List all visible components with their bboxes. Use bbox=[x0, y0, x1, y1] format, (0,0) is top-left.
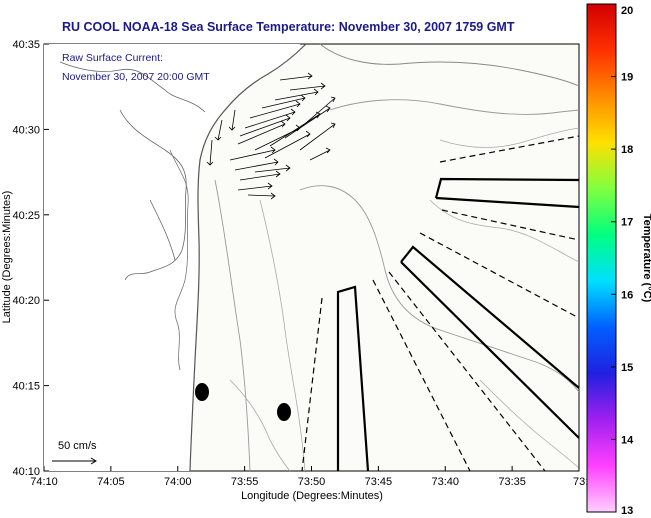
buoy-marker bbox=[195, 383, 209, 401]
x-tick-label: 73:35 bbox=[498, 476, 526, 488]
scale-label: 50 cm/s bbox=[58, 440, 97, 452]
bathymetry-contour bbox=[329, 99, 580, 115]
y-tick-label: 40:15 bbox=[12, 381, 40, 393]
radar-radials bbox=[301, 135, 580, 472]
x-tick-label: 74:00 bbox=[164, 476, 192, 488]
x-tick-label: 74:05 bbox=[97, 476, 125, 488]
land-mass bbox=[44, 44, 300, 471]
bathymetry-contour bbox=[429, 199, 580, 263]
x-tick-label: 74:10 bbox=[30, 476, 58, 488]
colorbar-tick-label: 18 bbox=[621, 144, 633, 156]
x-axis-ticks: 74:10 74:05 74:00 73:55 73:50 73:45 73:40 73:35… bbox=[30, 466, 594, 488]
colorbar-tick-label: 13 bbox=[621, 505, 633, 517]
river-outline bbox=[169, 149, 189, 371]
colorbar-tick-label: 20 bbox=[621, 5, 633, 17]
x-tick-label: 73:40 bbox=[431, 476, 459, 488]
bathymetry-contour bbox=[214, 179, 251, 472]
y-tick-label: 40:10 bbox=[12, 466, 40, 478]
bathymetry-contour bbox=[319, 43, 580, 87]
colorbar-tick-label: 15 bbox=[621, 362, 633, 374]
current-vectors bbox=[206, 72, 336, 200]
y-tick-label: 40:30 bbox=[12, 124, 40, 136]
bay-outline bbox=[59, 61, 206, 281]
x-axis-title: Longitude (Degrees:Minutes) bbox=[241, 490, 383, 502]
y-axis-ticks: 40:35 40:30 40:25 40:20 40:15 40:10 bbox=[12, 39, 49, 478]
current-note-line2: November 30, 2007 20:00 GMT bbox=[62, 71, 210, 83]
survey-boxes bbox=[336, 177, 580, 472]
x-tick-label: 73:45 bbox=[365, 476, 393, 488]
y-axis-title: Latitude (Degrees:Minutes) bbox=[1, 191, 13, 324]
coastline bbox=[189, 43, 307, 472]
colorbar-tick-label: 14 bbox=[621, 434, 634, 446]
bathymetry-contour bbox=[299, 185, 580, 393]
page-title: RU COOL NOAA-18 Sea Surface Temperature:… bbox=[62, 20, 515, 34]
x-tick-label: 73:55 bbox=[231, 476, 259, 488]
x-tick-label: 73:50 bbox=[298, 476, 326, 488]
colorbar-tick-label: 17 bbox=[621, 217, 633, 229]
y-tick-label: 40:20 bbox=[12, 295, 40, 307]
colorbar-tick-label: 19 bbox=[621, 72, 633, 84]
colorbar-label: Temperature (°C) bbox=[641, 214, 651, 303]
colorbar-tick-label: 16 bbox=[621, 289, 633, 301]
colorbar-ticks: 20 19 18 17 16 15 14 13 bbox=[611, 3, 634, 517]
bathymetry-contour bbox=[229, 379, 291, 472]
y-tick-label: 40:25 bbox=[12, 210, 40, 222]
current-note-line1: Raw Surface Current: bbox=[62, 52, 163, 64]
colorbar bbox=[586, 3, 617, 513]
y-tick-label: 40:35 bbox=[12, 39, 40, 51]
bathymetry-contour bbox=[439, 127, 580, 148]
buoy-marker bbox=[277, 403, 291, 421]
bathymetry-contour bbox=[259, 199, 306, 472]
scale-arrow bbox=[52, 457, 97, 465]
bathymetry-contour bbox=[479, 379, 580, 469]
